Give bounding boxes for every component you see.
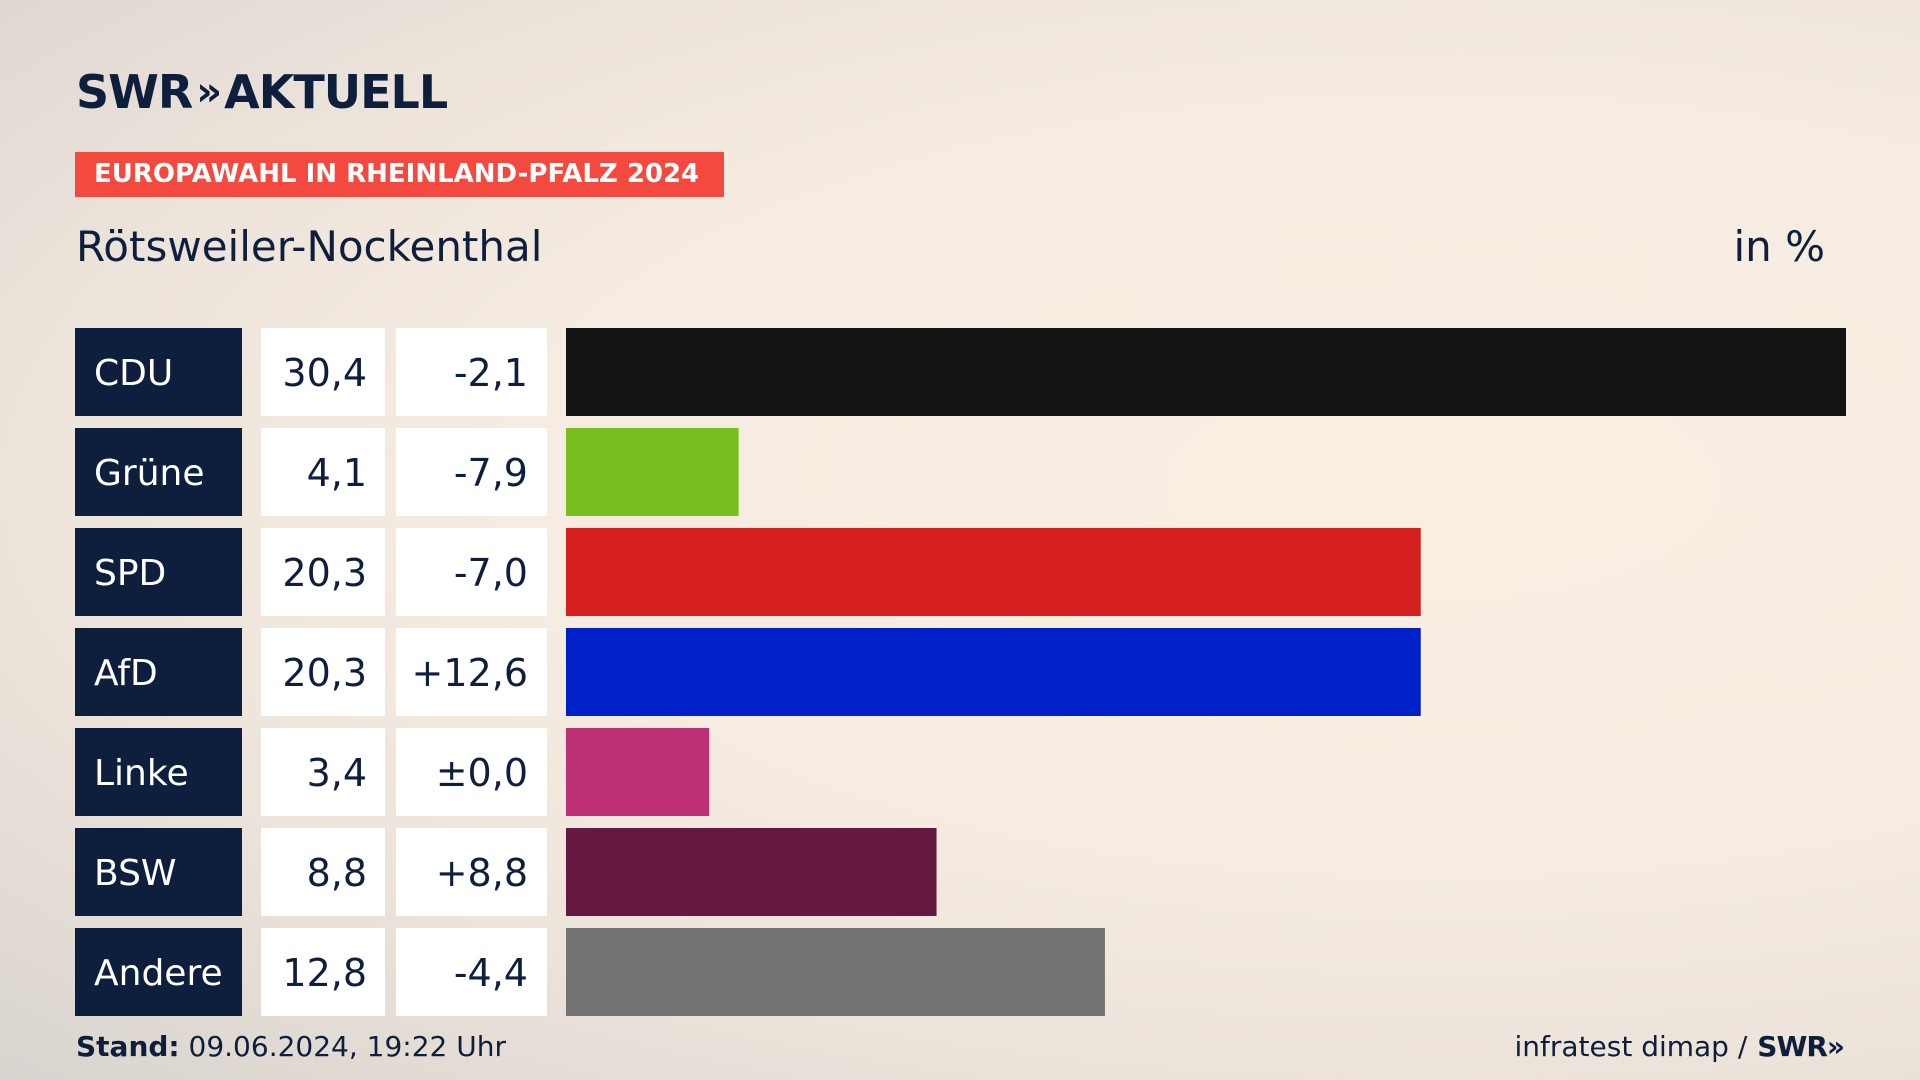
change-label-afd: +12,6	[412, 651, 528, 695]
region-title: Rötsweiler-Nockenthal	[76, 222, 543, 271]
party-box-cdu	[75, 328, 242, 416]
party-box-spd	[75, 528, 242, 616]
change-box-cdu	[396, 328, 547, 416]
change-label-andere: -4,4	[454, 951, 528, 995]
change-label-bsw: +8,8	[436, 851, 528, 895]
value-box-bsw	[261, 828, 385, 916]
stand-label: Stand:	[76, 1030, 180, 1063]
change-box-linke	[396, 728, 547, 816]
party-label-afd: AfD	[94, 653, 158, 694]
change-box-bsw	[396, 828, 547, 916]
party-label-bsw: BSW	[94, 853, 177, 894]
party-box-afd	[75, 628, 242, 716]
bar-gr-ne	[566, 428, 739, 516]
change-box-andere	[396, 928, 547, 1016]
party-box-gr-ne	[75, 428, 242, 516]
bar-andere	[566, 928, 1105, 1016]
party-box-andere	[75, 928, 242, 1016]
bar-spd	[566, 528, 1421, 616]
logo-aktuell: AKTUELL	[224, 65, 448, 119]
change-box-gr-ne	[396, 428, 547, 516]
swr-mini-logo: SWR»	[1757, 1030, 1845, 1063]
value-label-linke: 3,4	[307, 751, 367, 795]
bar-bsw	[566, 828, 937, 916]
logo-swr: SWR	[76, 65, 193, 119]
value-label-afd: 20,3	[282, 651, 367, 695]
value-label-cdu: 30,4	[282, 351, 367, 395]
timestamp: Stand: 09.06.2024, 19:22 Uhr	[76, 1030, 506, 1063]
value-label-spd: 20,3	[282, 551, 367, 595]
unit-label: in %	[1733, 222, 1825, 271]
change-label-spd: -7,0	[454, 551, 528, 595]
source-credit: infratest dimap / SWR»	[1514, 1030, 1845, 1063]
party-label-cdu: CDU	[94, 353, 173, 394]
change-box-afd	[396, 628, 547, 716]
value-label-bsw: 8,8	[307, 851, 367, 895]
value-box-andere	[261, 928, 385, 1016]
source-text: infratest dimap /	[1514, 1030, 1748, 1063]
bar-linke	[566, 728, 710, 816]
change-box-spd	[396, 528, 547, 616]
event-badge: EUROPAWAHL IN RHEINLAND-PFALZ 2024	[75, 152, 724, 197]
stand-value: 09.06.2024, 19:22 Uhr	[188, 1030, 506, 1063]
change-label-gr-ne: -7,9	[454, 451, 528, 495]
change-label-linke: ±0,0	[436, 751, 528, 795]
value-box-gr-ne	[261, 428, 385, 516]
swr-aktuell-logo: SWR » AKTUELL	[76, 62, 448, 122]
party-box-bsw	[75, 828, 242, 916]
party-label-linke: Linke	[94, 753, 189, 794]
party-box-linke	[75, 728, 242, 816]
value-box-linke	[261, 728, 385, 816]
party-label-gr-ne: Grüne	[94, 453, 204, 494]
party-label-spd: SPD	[94, 553, 166, 594]
bar-cdu	[566, 328, 1846, 416]
value-box-cdu	[261, 328, 385, 416]
value-box-afd	[261, 628, 385, 716]
change-label-cdu: -2,1	[454, 351, 528, 395]
bar-afd	[566, 628, 1421, 716]
value-box-spd	[261, 528, 385, 616]
party-label-andere: Andere	[94, 953, 223, 994]
value-label-andere: 12,8	[282, 951, 367, 995]
value-label-gr-ne: 4,1	[307, 451, 367, 495]
